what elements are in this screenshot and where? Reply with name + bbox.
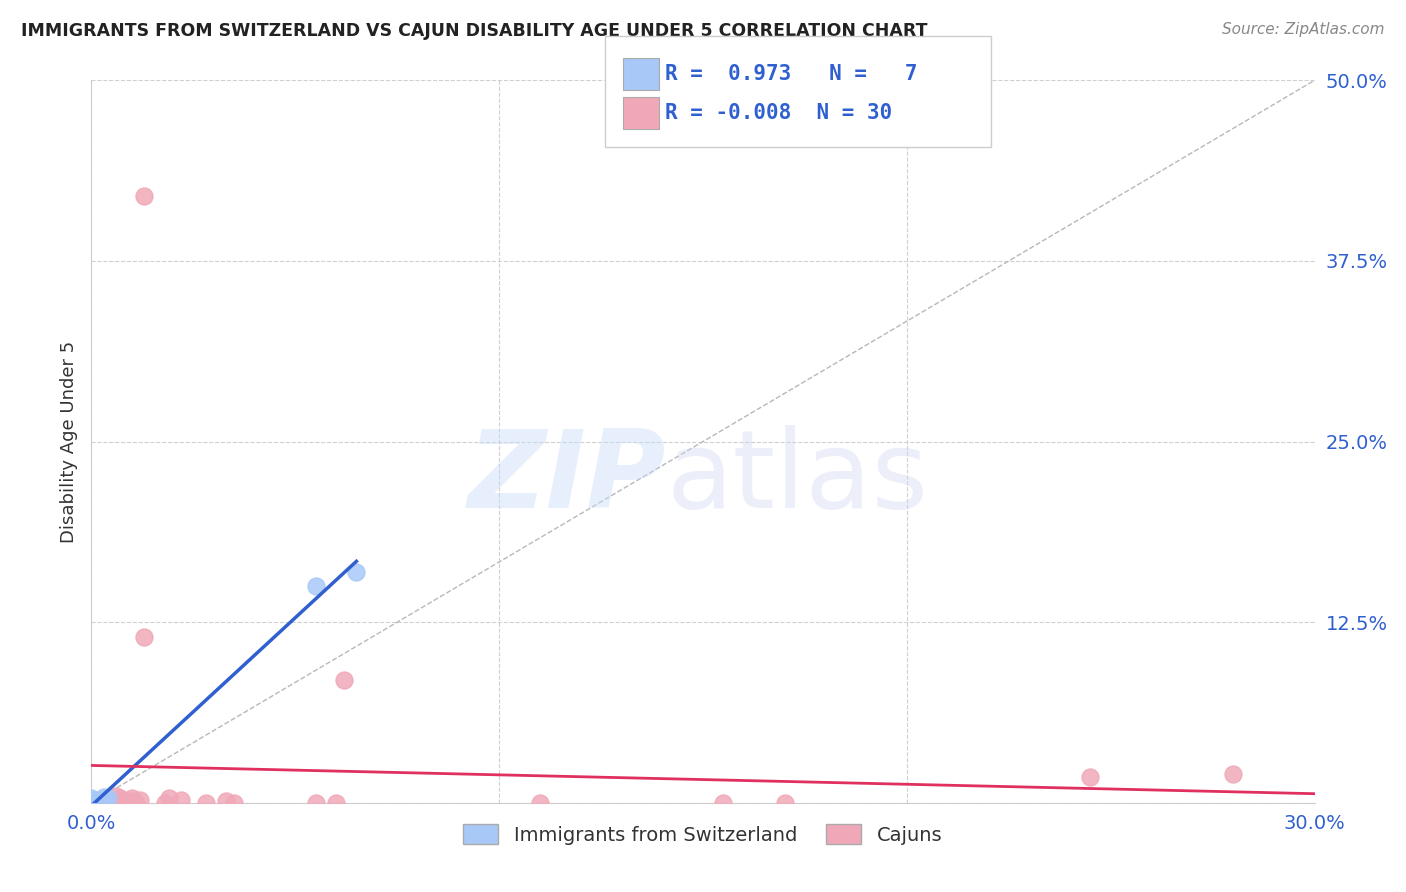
Point xyxy=(97,796,120,810)
Text: atlas: atlas xyxy=(666,425,928,531)
Point xyxy=(170,793,193,807)
Legend: Immigrants from Switzerland, Cajuns: Immigrants from Switzerland, Cajuns xyxy=(454,814,952,855)
Point xyxy=(89,793,111,807)
Text: R =  0.973   N =   7: R = 0.973 N = 7 xyxy=(665,64,918,84)
Point xyxy=(1080,770,1102,784)
Point xyxy=(121,791,143,805)
Text: Source: ZipAtlas.com: Source: ZipAtlas.com xyxy=(1222,22,1385,37)
Point xyxy=(93,790,115,805)
Point xyxy=(222,796,246,810)
Point xyxy=(108,791,131,805)
Point xyxy=(529,796,551,810)
Point xyxy=(93,796,115,810)
Point xyxy=(325,796,347,810)
Point xyxy=(1222,767,1244,781)
Point xyxy=(194,796,217,810)
Point xyxy=(125,796,148,810)
Point xyxy=(134,630,156,644)
Point xyxy=(121,794,143,808)
Point xyxy=(80,791,103,805)
Point xyxy=(346,565,368,579)
Point xyxy=(157,791,180,805)
Y-axis label: Disability Age Under 5: Disability Age Under 5 xyxy=(59,341,77,542)
Point xyxy=(112,796,135,810)
Point xyxy=(304,579,326,593)
Point xyxy=(773,796,796,810)
Point xyxy=(104,793,127,807)
Text: ZIP: ZIP xyxy=(468,425,666,531)
Text: R = -0.008  N = 30: R = -0.008 N = 30 xyxy=(665,103,893,123)
Point xyxy=(117,794,139,808)
Text: IMMIGRANTS FROM SWITZERLAND VS CAJUN DISABILITY AGE UNDER 5 CORRELATION CHART: IMMIGRANTS FROM SWITZERLAND VS CAJUN DIS… xyxy=(21,22,928,40)
Point xyxy=(112,794,135,808)
Point xyxy=(333,673,356,687)
Point xyxy=(129,793,152,807)
Point xyxy=(104,789,127,803)
Point xyxy=(97,791,120,805)
Point xyxy=(108,796,131,810)
Point xyxy=(711,796,734,810)
Point xyxy=(215,794,238,808)
Point xyxy=(304,796,326,810)
Point xyxy=(134,189,156,203)
Point xyxy=(101,794,124,808)
Point xyxy=(84,793,107,807)
Point xyxy=(153,796,176,810)
